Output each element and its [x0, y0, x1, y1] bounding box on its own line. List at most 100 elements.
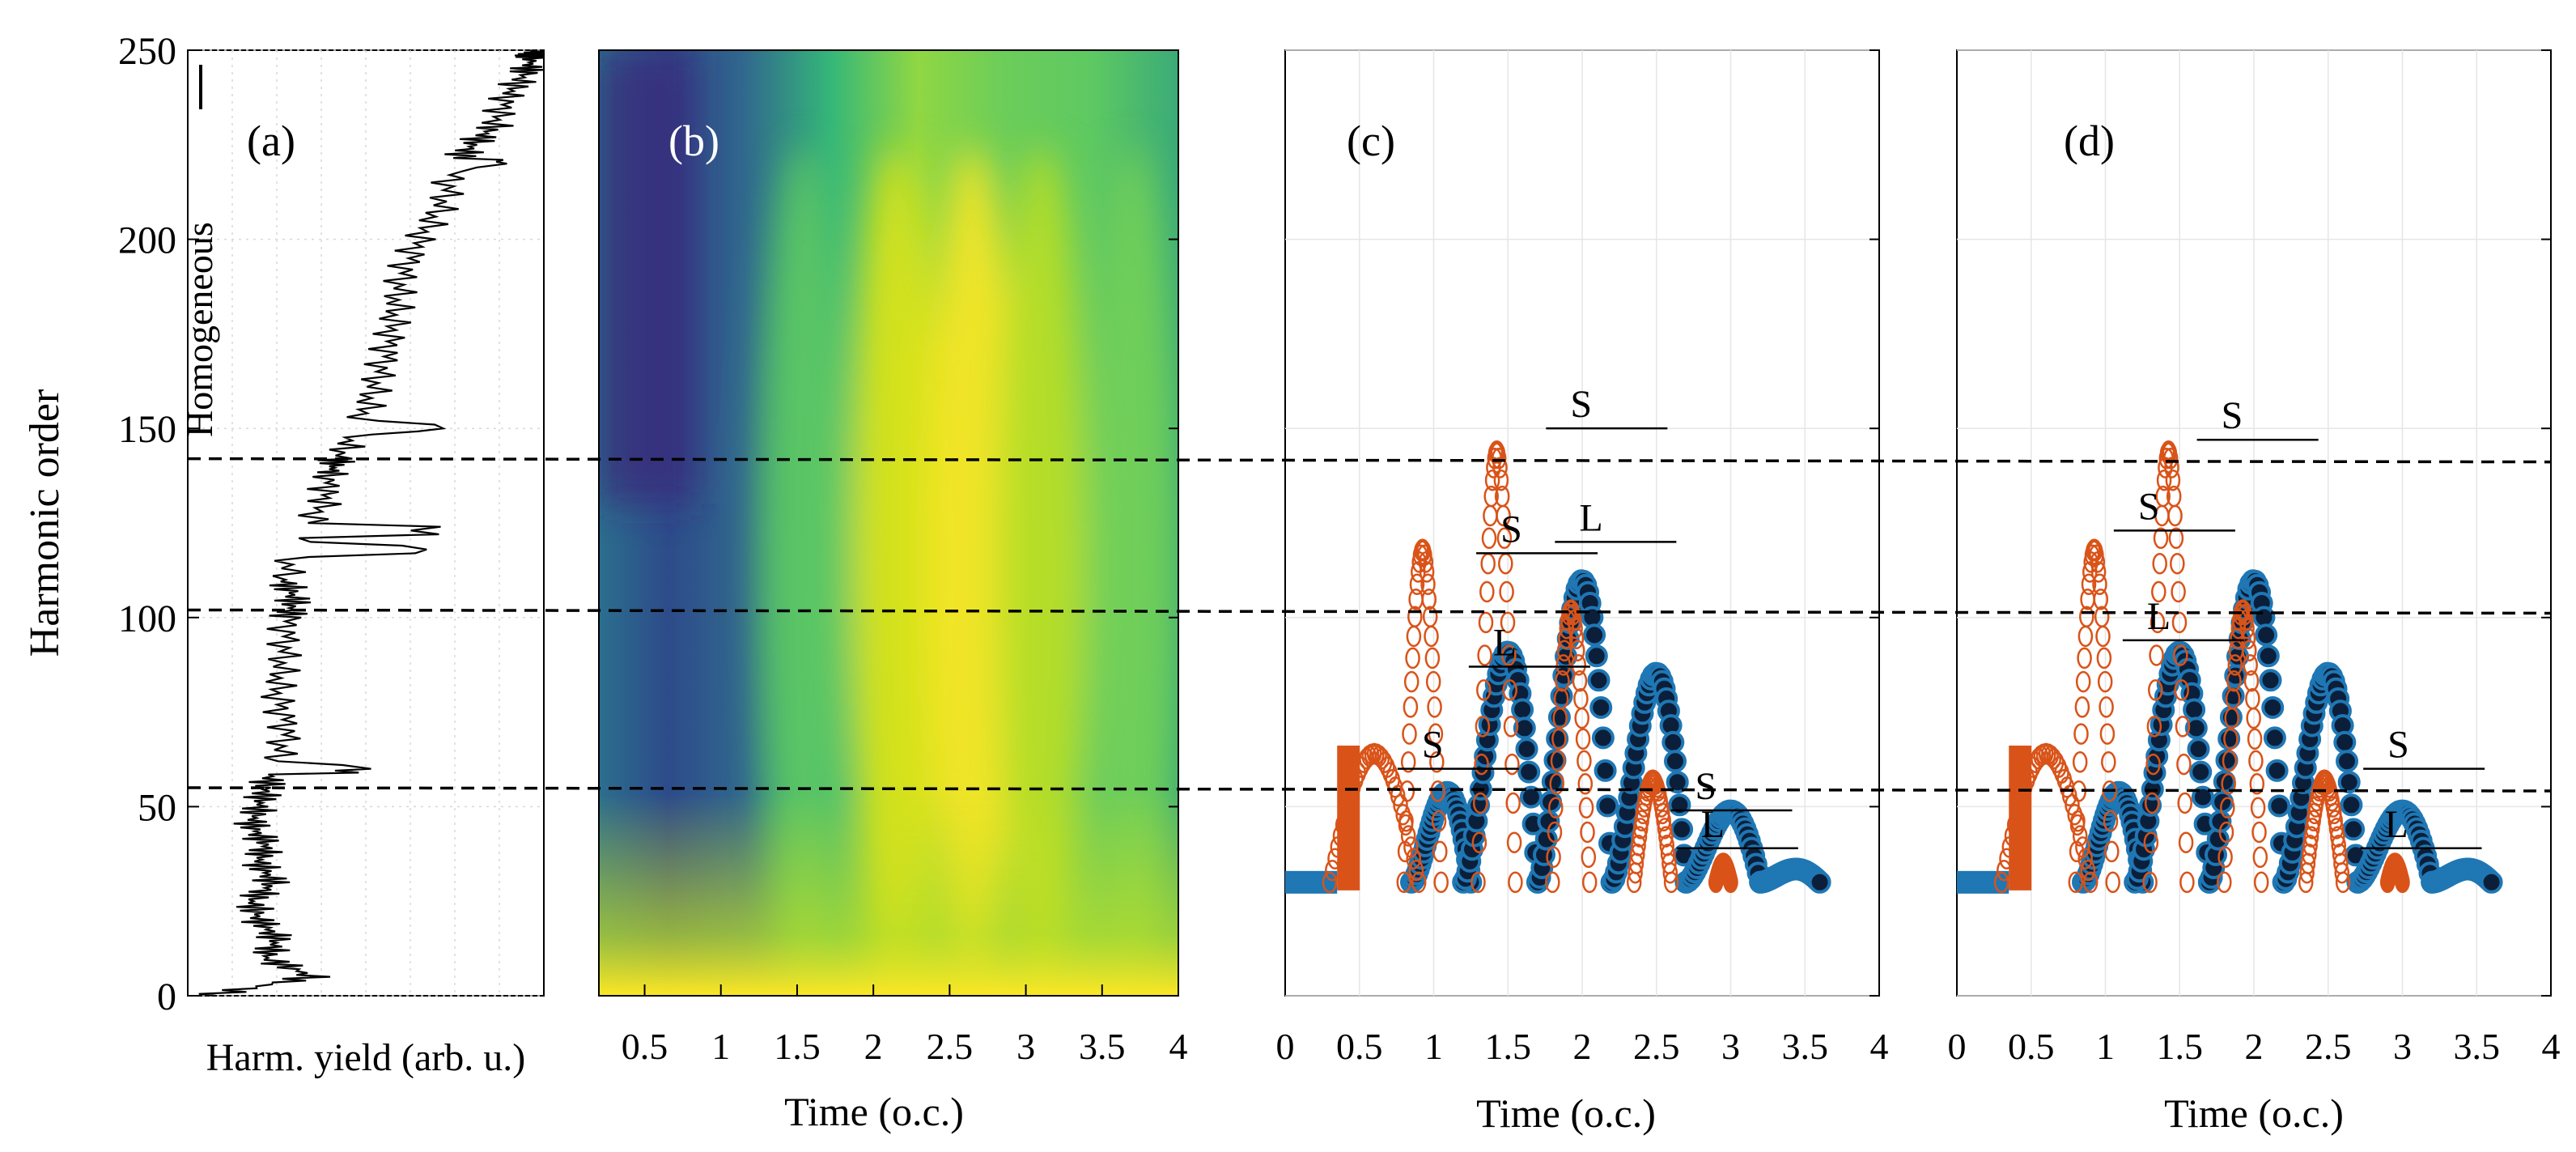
x-tick-label: 2 — [1573, 1026, 1592, 1067]
emission-point — [1583, 623, 1606, 647]
trajectory-label: S — [2387, 724, 2409, 767]
recombination-point — [1405, 647, 1420, 670]
x-tick-label: 1 — [2096, 1026, 2115, 1067]
recombination-point — [1476, 679, 1492, 701]
recombination-point — [2165, 469, 2181, 491]
recombination-point — [1472, 792, 1488, 814]
recombination-point — [2099, 696, 2114, 718]
recombination-point — [1424, 625, 1439, 648]
panel-c-x-label: Time (o.c.) — [1476, 1090, 1656, 1136]
recombination-point — [1572, 670, 1588, 692]
recombination-point — [2096, 647, 2112, 670]
emission-point — [2480, 870, 2503, 894]
emission-point — [2255, 623, 2278, 647]
recombination-point — [2242, 640, 2257, 662]
recombination-point — [2170, 552, 2185, 575]
recombination-point — [2243, 670, 2260, 692]
recombination-point — [2250, 797, 2266, 819]
recombination-point — [1418, 551, 1434, 573]
recombination-point — [1432, 840, 1448, 863]
recombination-point — [1411, 871, 1427, 894]
x-tick-label: 3.5 — [2454, 1026, 2501, 1067]
emission-point — [1594, 759, 1617, 782]
recombination-point — [1424, 647, 1441, 670]
emission-point — [1666, 771, 1689, 794]
recombination-point — [2090, 551, 2106, 573]
trajectory-label: L — [1579, 496, 1602, 539]
recombination-point — [2142, 871, 2158, 894]
x-tick-label: 1 — [711, 1026, 730, 1067]
recombination-point — [2143, 831, 2159, 853]
recombination-point — [1546, 846, 1561, 869]
x-tick-label: 3 — [1721, 1026, 1740, 1067]
x-tick-label: 2 — [2245, 1026, 2264, 1067]
recombination-point — [1578, 797, 1594, 819]
emission-point — [1664, 750, 1687, 773]
recombination-point — [1470, 871, 1486, 894]
recombination-point — [2077, 647, 2092, 670]
recombination-point — [1575, 728, 1591, 750]
recombination-point — [1657, 818, 1673, 840]
recombination-point — [1505, 792, 1521, 814]
recombination-point — [1574, 707, 1589, 729]
panel-c-label: (c) — [1347, 117, 1395, 165]
y-tick-label: 100 — [118, 597, 176, 640]
legend-label-homogeneous: Homogeneous — [179, 222, 220, 437]
emission-point — [1515, 738, 1538, 761]
panel-d-trajectories — [1957, 440, 2503, 894]
recombination-point — [2068, 871, 2084, 894]
y-tick-label: 200 — [118, 219, 176, 262]
recombination-point — [1493, 469, 1509, 491]
trajectory-label: L — [1701, 803, 1725, 846]
emission-point — [1517, 760, 1541, 784]
recombination-point — [1480, 552, 1496, 575]
x-tick-label: 1.5 — [2157, 1026, 2204, 1067]
dashed-level-line — [187, 608, 2552, 615]
trajectory-label: S — [1500, 508, 1522, 550]
dashed-level-line — [187, 457, 2552, 464]
heatmap-ridge — [996, 146, 1086, 988]
recombination-point — [2225, 687, 2241, 710]
panel-c-x-ticks: 0 0.5 1 1.5 2 2.5 3 3.5 4 — [1276, 1026, 1889, 1067]
recombination-point — [2095, 625, 2111, 648]
x-tick-label: 3 — [1016, 1026, 1035, 1067]
x-tick-label: 2.5 — [927, 1026, 974, 1067]
emission-point — [2265, 759, 2289, 782]
y-tick-label: 50 — [138, 786, 176, 829]
recombination-point — [2171, 611, 2188, 634]
panel-c-trajectories — [1285, 440, 1831, 894]
recombination-point — [2173, 644, 2188, 666]
recombination-point — [1568, 627, 1585, 649]
x-tick-label: 2 — [864, 1026, 883, 1067]
recombination-point — [1491, 448, 1507, 470]
emission-point — [2342, 818, 2366, 841]
emission-point — [1591, 726, 1615, 750]
x-tick-label: 2.5 — [1633, 1026, 1680, 1067]
recombination-point — [1492, 457, 1508, 478]
recombination-point — [2167, 504, 2183, 527]
panel-d-label: (d) — [2064, 117, 2115, 165]
recombination-point — [1656, 810, 1671, 832]
dashed-reference-lines — [187, 457, 2552, 793]
x-tick-label: 1.5 — [1485, 1026, 1532, 1067]
recombination-point — [2082, 871, 2099, 894]
recombination-point — [2077, 625, 2094, 648]
emission-point — [1513, 716, 1536, 740]
x-tick-label: 0.5 — [622, 1026, 668, 1067]
emission-point — [1589, 696, 1613, 719]
recombination-point — [1571, 654, 1586, 676]
recombination-point — [1547, 821, 1563, 844]
recombination-point — [1723, 871, 1738, 894]
panel-a-y-ticks: 0 50 100 150 200 250 — [118, 30, 199, 1018]
recombination-point — [2222, 750, 2238, 772]
recombination-point — [2302, 844, 2317, 865]
recombination-point — [2079, 606, 2094, 627]
recombination-point — [1407, 606, 1423, 627]
recombination-point — [2328, 818, 2345, 840]
x-tick-label: 3.5 — [1782, 1026, 1829, 1067]
trajectory-label: L — [2147, 595, 2171, 638]
y-tick-label: 150 — [118, 408, 176, 451]
recombination-point — [2251, 821, 2267, 844]
